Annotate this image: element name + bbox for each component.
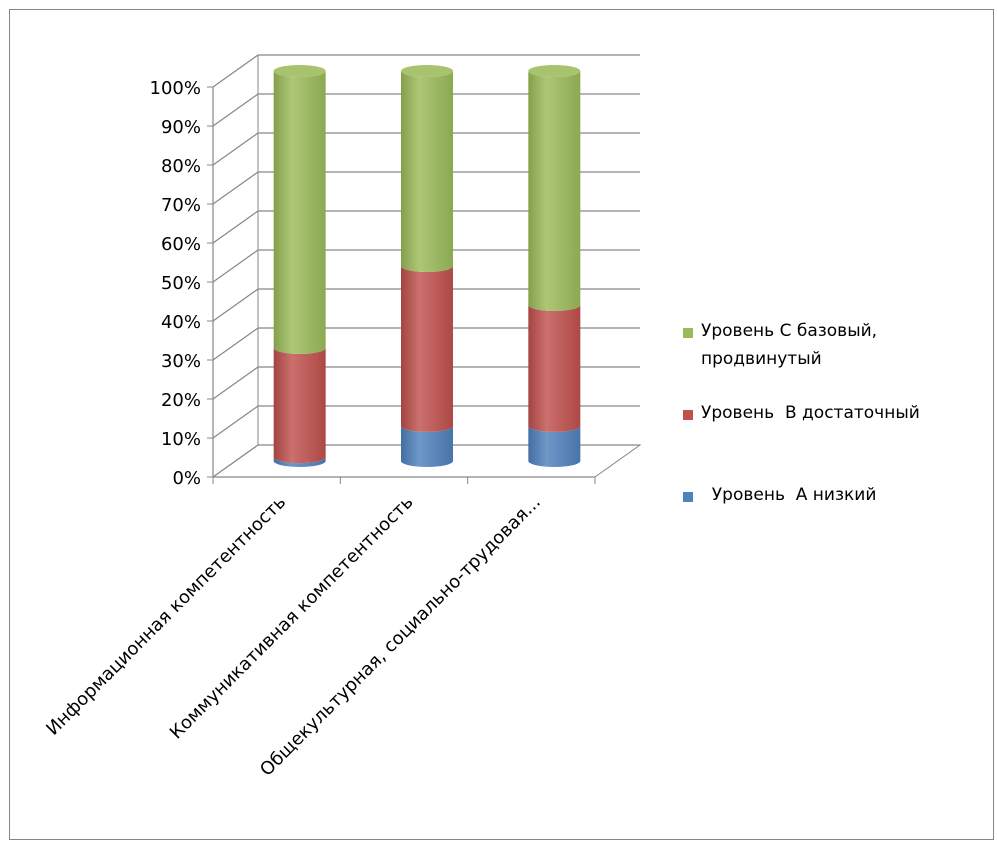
y-tick-label: 10% [161,429,201,450]
chart-frame [9,9,994,840]
y-tick-label: 30% [161,351,201,372]
y-tick-label: 50% [161,273,201,294]
gridline [212,366,640,400]
gridline [212,405,640,439]
legend-label-level-a: Уровень А низкий [701,485,877,505]
gridlines [212,54,640,478]
gridline [212,93,640,127]
legend-swatch-level-b [683,410,693,420]
category-label: Информационная компетентность [42,492,290,740]
y-tick-label: 90% [161,117,201,138]
bar-top-cap [528,65,581,77]
gridline [212,249,640,283]
legend-swatch-level-a [683,492,693,502]
gridline [212,210,640,244]
bar-segment [401,266,453,432]
y-tick-label: 20% [161,390,201,411]
gridline [212,171,640,205]
axes [207,86,596,484]
bar-segment [273,71,326,354]
legend-swatch-level-c [683,328,693,338]
gridline [212,327,640,361]
y-tick-labels: 0% 10% 20% 30% 40% 50% 60% 70% 80% 90% 100% [150,78,201,489]
legend-item-level-c: Уровень С базовый, продвинутый [683,321,878,373]
bar-segment [401,425,453,467]
bar-segment [528,305,581,432]
legend-label-level-c-line2: продвинутый [701,349,822,369]
category-label: Общекультурная, социально-трудовая... [256,492,545,781]
legend-item-level-a: Уровень А низкий [683,485,876,509]
bar-segment [273,457,326,467]
y-tick-label: 40% [161,312,201,333]
category-label: Коммуникативная компетентность [166,492,418,744]
gridline [212,54,640,88]
bars [273,65,581,467]
legend-label-level-b: Уровень В достаточный [701,403,920,423]
gridline [212,288,640,322]
y-tick-label: 60% [161,234,201,255]
y-tick-label: 80% [161,156,201,177]
bar-top-cap [273,65,326,77]
legend-item-level-b: Уровень В достаточный [683,403,920,427]
bar-segment [273,347,326,464]
bar-segment [528,71,581,311]
gridline [212,132,640,166]
y-tick-label: 70% [161,195,201,216]
gridline [212,444,640,478]
bar-segment [528,425,581,467]
category-labels: Информационная компетентностьКоммуникати… [42,492,545,781]
y-tick-label: 100% [150,78,201,99]
bar-top-cap [401,65,453,77]
bar-segment [401,71,453,272]
legend-label-level-c-line1: Уровень С базовый, [701,321,878,341]
y-tick-label: 0% [172,468,201,489]
